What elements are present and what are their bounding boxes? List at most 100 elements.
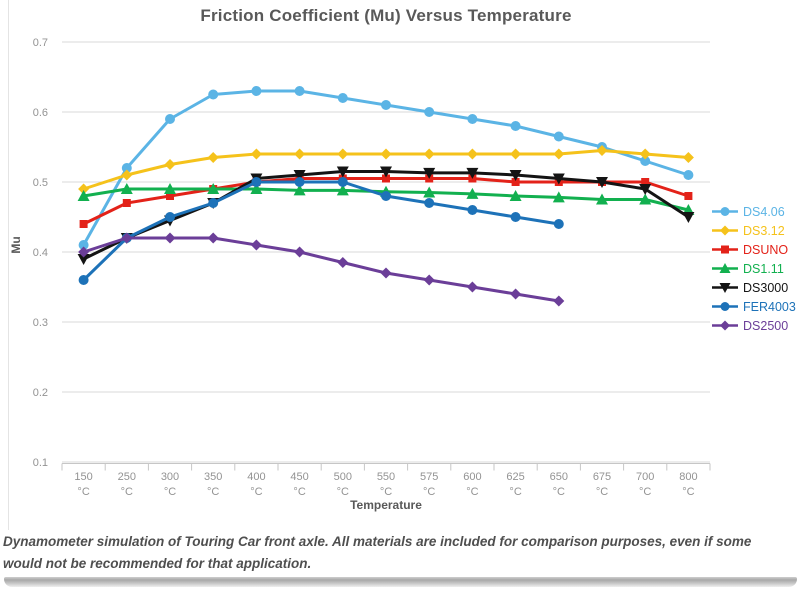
- data-point-DS3.12[interactable]: [596, 145, 608, 156]
- data-point-DSUNO[interactable]: [511, 178, 520, 186]
- data-point-DSUNO[interactable]: [684, 192, 693, 200]
- data-point-DS3.12[interactable]: [510, 148, 522, 160]
- legend-item-FER4003[interactable]: FER4003: [712, 299, 796, 314]
- data-point-DS4.06[interactable]: [424, 107, 435, 117]
- data-point-DS2500[interactable]: [466, 281, 478, 293]
- data-point-DS1.11[interactable]: [596, 193, 608, 205]
- data-point-DS3.12[interactable]: [164, 159, 176, 170]
- data-point-DS3000[interactable]: [77, 254, 90, 265]
- legend-item-DS3000[interactable]: DS3000: [712, 281, 796, 295]
- data-point-DS4.06[interactable]: [294, 86, 305, 96]
- x-tick-unit-500: °C: [337, 486, 349, 498]
- data-point-DS1.11[interactable]: [293, 184, 306, 196]
- data-point-DS1.11[interactable]: [509, 190, 522, 201]
- data-point-DS3.12[interactable]: [553, 148, 565, 160]
- data-point-DS1.11[interactable]: [120, 183, 133, 194]
- data-point-DS2500[interactable]: [207, 232, 219, 244]
- x-tick-unit-800: °C: [682, 486, 694, 498]
- data-point-DS2500[interactable]: [510, 288, 522, 300]
- data-point-DS2500[interactable]: [294, 246, 306, 258]
- x-tick-unit-675: °C: [596, 486, 608, 498]
- data-point-DS3.12[interactable]: [337, 148, 349, 160]
- legend-marker-square-icon: [712, 245, 738, 254]
- data-point-FER4003[interactable]: [78, 275, 89, 285]
- data-point-DS2500[interactable]: [250, 239, 262, 251]
- y-tick-label-0.3: 0.3: [33, 317, 48, 329]
- data-point-DS4.06[interactable]: [165, 114, 175, 124]
- data-point-DS1.11[interactable]: [164, 183, 176, 194]
- x-tick-unit-575: °C: [423, 486, 435, 498]
- data-point-DS3.12[interactable]: [682, 152, 694, 163]
- data-point-DS4.06[interactable]: [337, 93, 348, 103]
- data-point-DS2500[interactable]: [553, 295, 565, 307]
- data-point-DS4.06[interactable]: [640, 156, 651, 166]
- data-point-DS3.12[interactable]: [121, 169, 133, 181]
- data-point-DS3.12[interactable]: [207, 152, 219, 163]
- data-point-DS4.06[interactable]: [510, 121, 521, 131]
- data-point-DSUNO[interactable]: [79, 220, 88, 228]
- card-left-edge: [8, 0, 9, 530]
- data-point-FER4003[interactable]: [251, 177, 262, 187]
- x-tick-unit-600: °C: [466, 486, 478, 498]
- data-point-DS3.12[interactable]: [466, 148, 478, 160]
- data-point-DS1.11[interactable]: [77, 190, 90, 201]
- data-point-FER4003[interactable]: [381, 191, 391, 201]
- data-point-DS3000[interactable]: [552, 173, 565, 185]
- data-point-DS1.11[interactable]: [250, 183, 263, 194]
- data-point-DS2500[interactable]: [423, 274, 435, 286]
- data-point-DS1.11[interactable]: [423, 186, 436, 198]
- data-point-DS2500[interactable]: [164, 232, 176, 244]
- data-point-DS3.12[interactable]: [423, 148, 435, 160]
- data-point-DS1.11[interactable]: [336, 184, 349, 196]
- legend-item-DS3.12[interactable]: DS3.12: [712, 224, 796, 238]
- data-point-DS3.12[interactable]: [639, 148, 651, 160]
- data-point-DSUNO[interactable]: [122, 199, 131, 207]
- data-point-DS1.11[interactable]: [207, 183, 220, 194]
- data-point-DS2500[interactable]: [337, 257, 349, 268]
- data-point-DS2500[interactable]: [78, 246, 90, 258]
- data-point-DS3000[interactable]: [466, 167, 479, 179]
- data-point-DS2500[interactable]: [121, 232, 133, 244]
- x-tick-unit-650: °C: [553, 486, 565, 498]
- data-point-FER4003[interactable]: [424, 198, 435, 208]
- data-point-DS3000[interactable]: [596, 177, 608, 188]
- data-point-DS3000[interactable]: [423, 167, 436, 179]
- data-point-DS2500[interactable]: [380, 267, 392, 279]
- data-point-FER4003[interactable]: [337, 177, 348, 187]
- data-point-FER4003[interactable]: [165, 212, 175, 222]
- data-point-DSUNO[interactable]: [382, 174, 390, 183]
- data-point-DS4.06[interactable]: [381, 100, 391, 110]
- data-point-FER4003[interactable]: [553, 219, 564, 229]
- data-point-DS3.12[interactable]: [250, 148, 262, 160]
- data-point-DS3.12[interactable]: [78, 183, 90, 195]
- legend-label: DSUNO: [743, 242, 789, 257]
- data-point-DS1.11[interactable]: [552, 191, 565, 203]
- data-point-DS4.06[interactable]: [251, 86, 262, 96]
- legend-label: FER4003: [743, 299, 796, 314]
- data-point-DS3000[interactable]: [509, 170, 522, 181]
- data-point-DS3000[interactable]: [380, 166, 392, 178]
- data-point-DS3.12[interactable]: [294, 148, 306, 160]
- data-point-DS3000[interactable]: [336, 166, 349, 178]
- legend-item-DSUNO[interactable]: DSUNO: [712, 242, 796, 257]
- data-point-DS4.06[interactable]: [208, 89, 219, 100]
- legend-item-DS4.06[interactable]: DS4.06: [712, 205, 796, 219]
- data-point-DS4.06[interactable]: [121, 163, 132, 173]
- data-point-DS4.06[interactable]: [683, 170, 694, 180]
- data-point-DS3000[interactable]: [293, 170, 306, 181]
- data-point-DS3.12[interactable]: [380, 148, 392, 160]
- data-point-FER4003[interactable]: [208, 198, 219, 208]
- data-point-DS4.06[interactable]: [553, 131, 564, 142]
- data-point-DS1.11[interactable]: [639, 193, 652, 205]
- data-point-DS3000[interactable]: [682, 212, 695, 223]
- data-point-DS4.06[interactable]: [467, 114, 478, 124]
- data-point-DS1.11[interactable]: [466, 187, 479, 199]
- data-point-FER4003[interactable]: [510, 212, 521, 222]
- data-point-FER4003[interactable]: [294, 177, 305, 187]
- legend-item-DS2500[interactable]: DS2500: [712, 319, 796, 333]
- x-tick-unit-400: °C: [250, 486, 262, 498]
- data-point-DS4.06[interactable]: [78, 240, 89, 250]
- data-point-FER4003[interactable]: [467, 205, 478, 215]
- data-point-DS3000[interactable]: [639, 184, 652, 195]
- legend-item-DS1.11[interactable]: DS1.11: [712, 262, 796, 276]
